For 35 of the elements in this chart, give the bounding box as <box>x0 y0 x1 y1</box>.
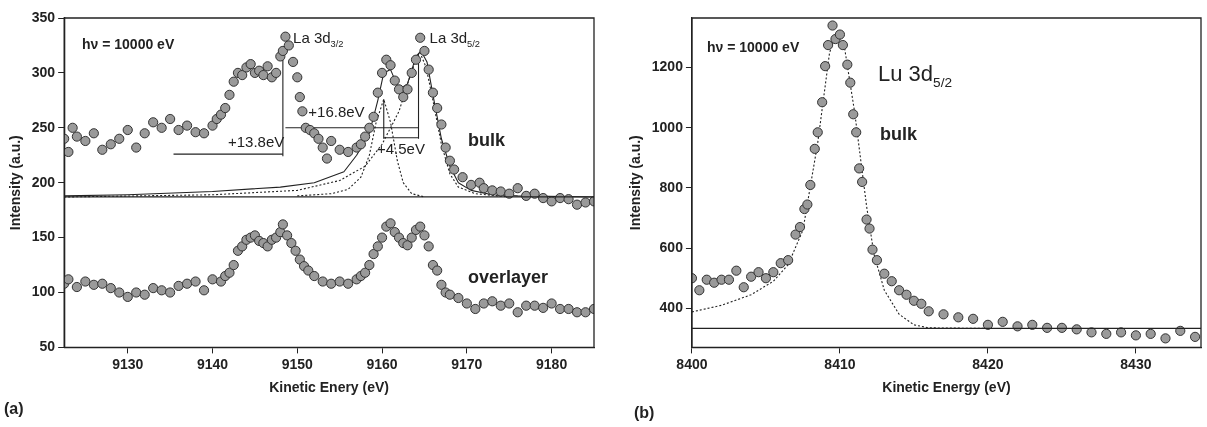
x-tick-label: 8430 <box>1120 355 1152 372</box>
y-axis-title: Intensity (a.u.) <box>7 135 24 231</box>
y-tick-label: 400 <box>659 299 684 316</box>
x-tick-label: 8400 <box>676 355 708 372</box>
y-tick-label: 150 <box>31 228 56 245</box>
y-tick-label: 1000 <box>651 118 684 135</box>
x-axis-title: Kinetic Enery (eV) <box>269 379 389 396</box>
y-tick-label: 250 <box>31 118 56 135</box>
y-tick-label: 50 <box>39 338 56 355</box>
x-tick-label: 9170 <box>451 355 483 372</box>
x-tick-label: 8410 <box>824 355 856 372</box>
y-axis-title: Intensity (a.u.) <box>627 135 644 231</box>
text: (a) <box>4 400 24 418</box>
x-axis-title: Kinetic Energy (eV) <box>882 379 1011 396</box>
series-label: bulk <box>880 123 918 144</box>
y-tick-label: 600 <box>659 238 684 255</box>
x-tick-label: 9150 <box>281 355 314 372</box>
annotation: +16.8eV <box>308 102 365 120</box>
annotation: hν = 10000 eV <box>707 38 800 55</box>
text: (b) <box>634 404 655 422</box>
y-tick-label: 350 <box>31 8 56 25</box>
annotation: +4.5eV <box>376 139 425 157</box>
y-tick-label: 100 <box>31 283 56 300</box>
y-tick-label: 300 <box>31 63 56 80</box>
y-tick-label: 1200 <box>651 58 684 75</box>
x-tick-label: 9180 <box>536 355 568 372</box>
x-tick-label: 9160 <box>366 355 398 372</box>
y-tick-label: 800 <box>659 178 684 195</box>
series-label: overlayer <box>468 266 549 287</box>
x-tick-label: 9140 <box>196 355 229 372</box>
x-tick-label: 9130 <box>112 355 144 372</box>
series-label: bulk <box>468 129 506 150</box>
y-tick-label: 200 <box>31 173 56 190</box>
annotation: hν = 10000 eV <box>82 35 175 52</box>
x-tick-label: 8420 <box>972 355 1004 372</box>
